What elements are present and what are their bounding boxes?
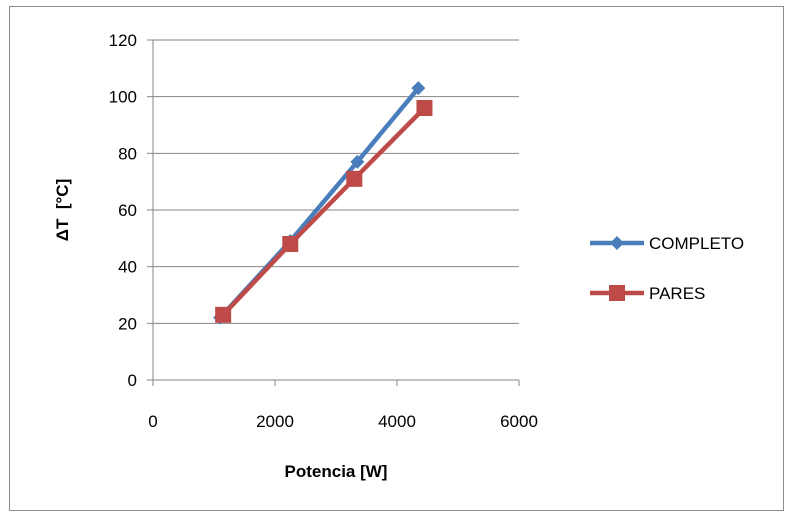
- legend: COMPLETO PARES: [590, 234, 744, 303]
- gridlines: [153, 39, 519, 324]
- legend-item-pares: PARES: [590, 284, 705, 303]
- data-point-pares: [215, 306, 232, 323]
- y-tick-label: 20: [118, 314, 137, 333]
- data-point-completo: [411, 81, 426, 96]
- series-lines: [213, 81, 433, 325]
- series-line-pares: [220, 105, 427, 318]
- y-tick-label: 0: [128, 371, 137, 390]
- data-point-completo: [350, 154, 365, 169]
- series-line-completo: [217, 85, 421, 320]
- data-point-pares: [416, 100, 433, 116]
- legend-label-completo: COMPLETO: [649, 234, 744, 253]
- y-tick-label: 100: [109, 88, 137, 107]
- y-tick-labels: 0 20 40 60 80 100 120: [109, 31, 137, 390]
- legend-marker-pares: [609, 285, 625, 301]
- data-point-pares: [346, 170, 363, 187]
- x-tick-label: 6000: [500, 412, 538, 431]
- x-tick-labels: 0 2000 4000 6000: [148, 412, 538, 431]
- legend-marker-completo: [610, 236, 624, 250]
- x-axis-label: Potencia [W]: [285, 462, 388, 481]
- y-tick-label: 120: [109, 31, 137, 50]
- legend-label-pares: PARES: [649, 284, 705, 303]
- data-point-pares: [282, 236, 299, 252]
- legend-item-completo: COMPLETO: [590, 234, 744, 253]
- x-tick-label: 2000: [256, 412, 294, 431]
- y-axis-label: ΔT [°C]: [53, 179, 72, 241]
- y-tick-label: 60: [118, 201, 137, 220]
- y-tick-label: 40: [118, 258, 137, 277]
- x-tick-label: 0: [148, 412, 157, 431]
- chart-frame: 0 20 40 60 80 100 120 0 2000 4000 6000 Potencia […: [9, 6, 784, 511]
- x-tick-label: 4000: [378, 412, 416, 431]
- y-tick-label: 80: [118, 144, 137, 163]
- line-chart: 0 20 40 60 80 100 120 0 2000 4000 6000 Potencia […: [53, 31, 744, 481]
- axes: [147, 39, 520, 386]
